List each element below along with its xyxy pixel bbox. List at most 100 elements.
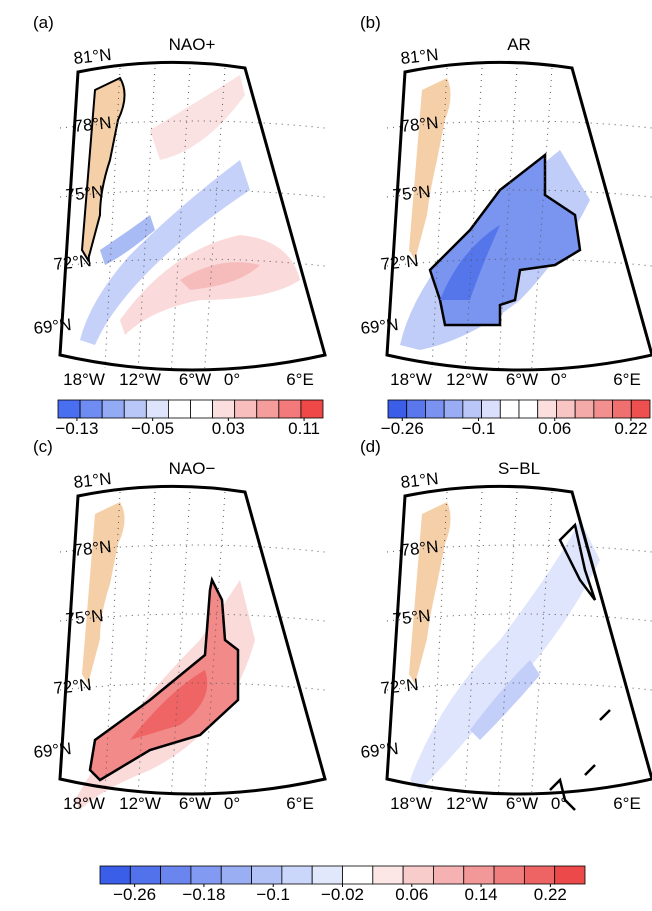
meridian	[464, 67, 483, 369]
lon-label: 0°	[224, 370, 240, 389]
meridian	[498, 491, 518, 793]
parallel	[59, 189, 326, 198]
colorbar-box	[251, 865, 283, 885]
panel-label: (d)	[360, 437, 381, 456]
parallel	[386, 544, 652, 553]
lon-label: 6°E	[613, 370, 641, 389]
meridian	[204, 491, 226, 793]
lon-label: 18°W	[63, 370, 105, 389]
meridian	[498, 67, 518, 369]
lat-label: 78°N	[73, 113, 113, 136]
lat-label: 81°N	[73, 45, 113, 68]
shade	[80, 160, 250, 345]
map-frame	[385, 484, 652, 796]
contour	[558, 522, 597, 601]
colorbar-tick-label: −0.05	[131, 419, 174, 438]
map-frame	[385, 60, 652, 372]
lat-label: 75°N	[392, 606, 432, 629]
meridian	[104, 67, 121, 369]
lat-label: 69°N	[360, 315, 400, 338]
colorbar-box	[537, 399, 557, 419]
graticule	[386, 491, 652, 793]
lat-label: 69°N	[33, 315, 73, 338]
meridian	[431, 67, 448, 369]
lon-label: 6°E	[286, 794, 314, 813]
colorbar-tick-label: −0.18	[182, 885, 225, 904]
panel-title: AR	[507, 35, 531, 54]
land	[409, 502, 451, 684]
meridian	[171, 67, 191, 369]
lat-label: 81°N	[400, 469, 440, 492]
colorbar-box	[556, 399, 576, 419]
lat-label: 78°N	[400, 537, 440, 560]
colorbar-box	[481, 399, 501, 419]
lon-label: 6°W	[506, 794, 538, 813]
parallel	[59, 120, 326, 129]
colorbar-tick-label: 0.11	[288, 419, 320, 438]
colorbar-box	[387, 399, 408, 419]
lon-label: 6°E	[286, 370, 314, 389]
lat-label: 72°N	[53, 251, 93, 274]
lon-label: 0°	[551, 370, 567, 389]
colorbar-box	[402, 865, 434, 885]
contour	[88, 576, 240, 782]
colorbar-box	[493, 865, 525, 885]
shade	[180, 262, 260, 290]
colorbar-tick-label: −0.13	[55, 419, 98, 438]
colorbar-box	[425, 399, 445, 419]
shade	[410, 520, 600, 790]
colorbar-box	[593, 399, 613, 419]
map-frames: (a) NAO+ 81°N 78°N 75°N 72°N 69°N 18°W 12°W 6°W 0°…	[33, 13, 652, 904]
colorbar-tick-label: −0.1	[462, 419, 496, 438]
shade	[150, 75, 245, 160]
colorbar-tick-label: 0.22	[534, 885, 567, 904]
colorbar-box	[574, 399, 595, 419]
colorbar-tick-label: −0.1	[256, 885, 290, 904]
parallel	[386, 613, 652, 622]
lon-label: 18°W	[390, 370, 432, 389]
colorbar-box	[190, 399, 213, 419]
parallel	[59, 258, 326, 267]
colorbar-box	[554, 865, 586, 885]
colorbar-box	[220, 865, 252, 885]
lon-label: 12°W	[446, 794, 488, 813]
lat-label: 72°N	[53, 675, 93, 698]
colorbar-box	[281, 865, 313, 885]
colorbar-box	[311, 865, 343, 885]
colorbar-box	[342, 865, 374, 885]
lat-label: 81°N	[400, 45, 440, 68]
colorbar-tick-label: −0.02	[321, 885, 364, 904]
parallel	[59, 544, 326, 553]
meridian	[104, 491, 121, 793]
lon-label: 0°	[551, 794, 567, 813]
contour	[549, 709, 611, 811]
lon-label: 12°W	[119, 794, 161, 813]
lon-label: 0°	[224, 794, 240, 813]
map-frame	[58, 484, 327, 796]
parallel	[386, 258, 652, 267]
colorbar-box	[518, 399, 539, 419]
shade	[130, 670, 208, 740]
colorbar-box	[463, 865, 495, 885]
colorbar-box	[612, 399, 632, 419]
lon-label: 6°W	[506, 370, 538, 389]
meridian	[531, 491, 553, 793]
shade	[470, 660, 540, 740]
colorbar-box	[160, 865, 192, 885]
colorbar-box	[123, 399, 147, 419]
lat-label: 78°N	[73, 537, 113, 560]
colorbar-box	[630, 399, 651, 419]
panel-label: (c)	[33, 437, 53, 456]
colorbar-box	[499, 399, 520, 419]
lon-label: 12°W	[119, 370, 161, 389]
lat-label: 72°N	[380, 251, 420, 274]
lat-label: 75°N	[65, 606, 105, 629]
parallel	[386, 120, 652, 129]
colorbar-box	[101, 399, 125, 419]
lon-label: 6°W	[179, 370, 211, 389]
graticule	[59, 67, 326, 369]
meridian	[137, 67, 156, 369]
lat-label: 72°N	[380, 675, 420, 698]
colorbar-box	[129, 865, 162, 885]
